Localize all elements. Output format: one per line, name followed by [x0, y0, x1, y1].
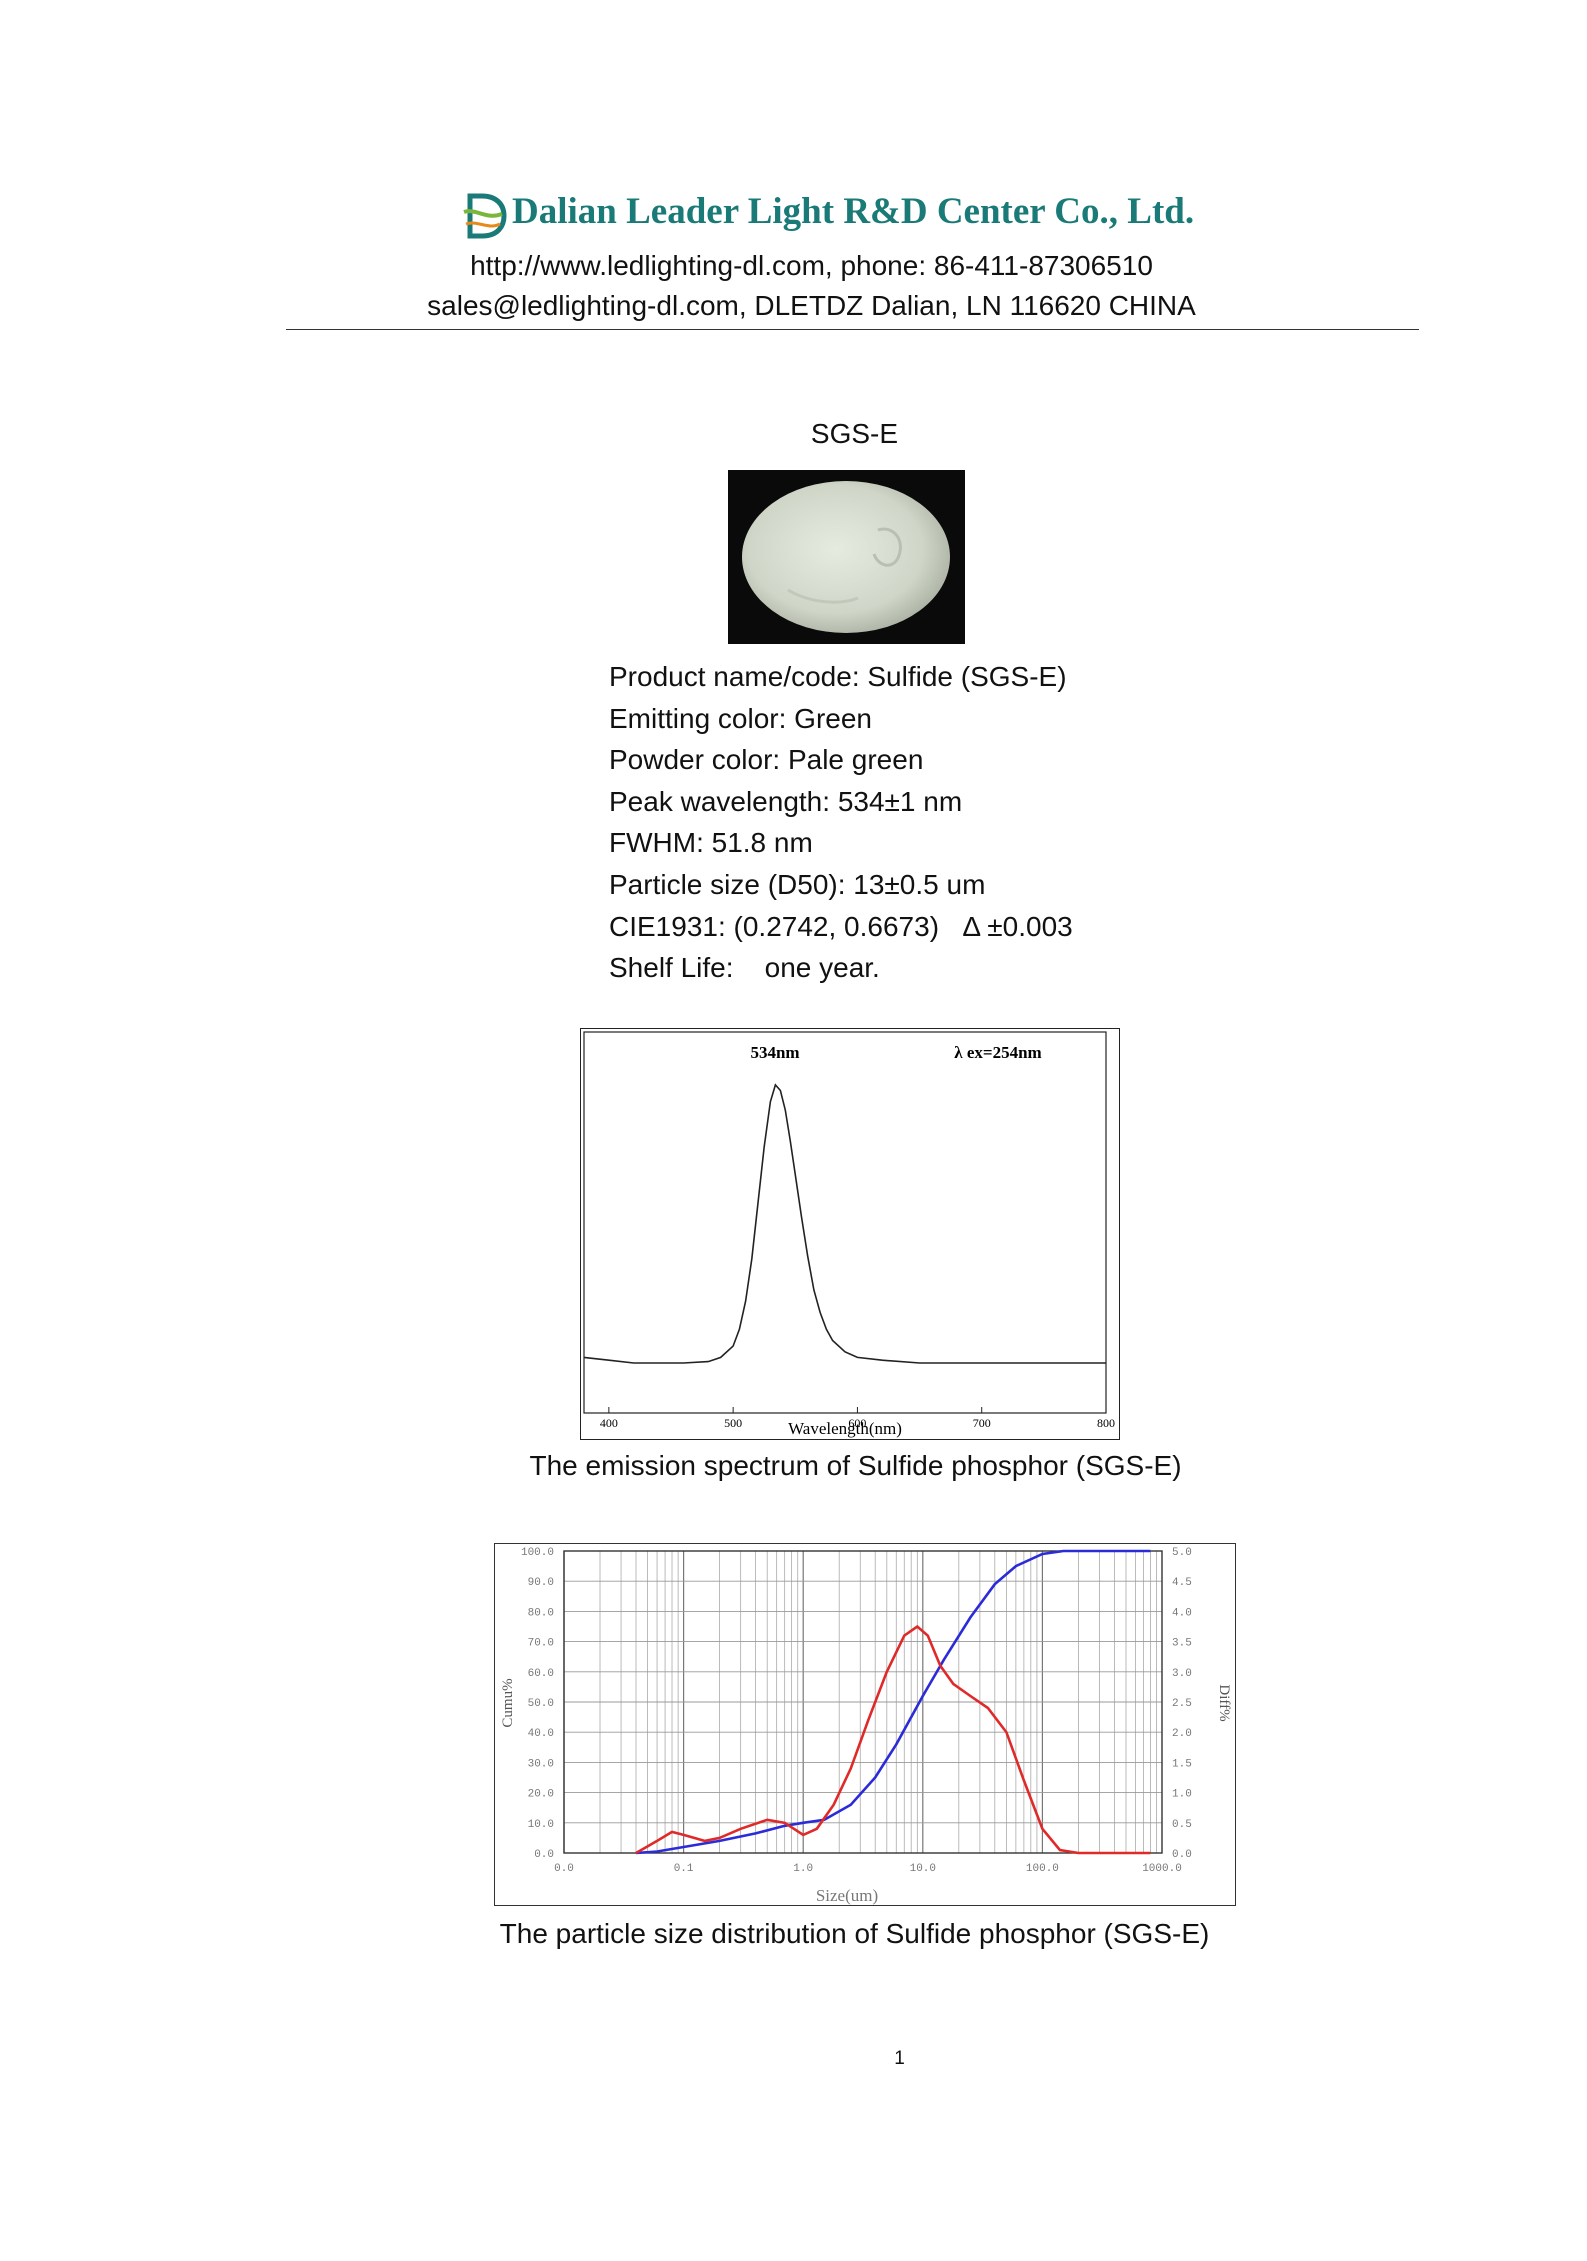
psd-y-right-tick-label: 2.5: [1172, 1698, 1192, 1710]
psd-y-right-tick-label: 0.0: [1172, 1849, 1192, 1861]
annotation-excitation: λ ex=254nm: [954, 1043, 1041, 1062]
psd-y-right-tick-label: 2.0: [1172, 1728, 1192, 1740]
psd-y-left-tick-label: 70.0: [528, 1638, 554, 1650]
psd-plot-area: [563, 1550, 1163, 1854]
spec-cie1931: CIE1931: (0.2742, 0.6673) Δ ±0.003: [609, 910, 1073, 942]
psd-frame: [494, 1543, 1236, 1906]
psd-x-tick-label: 1000.0: [1142, 1863, 1182, 1875]
spec-fwhm: FWHM: 51.8 nm: [609, 827, 813, 859]
dl-logo-icon: [463, 193, 507, 239]
psd-y-right-label: Diff%: [1216, 1684, 1232, 1721]
psd-y-left-tick-label: 80.0: [528, 1607, 554, 1619]
psd-y-right-tick-label: 0.5: [1172, 1819, 1192, 1831]
spectrum-caption: The emission spectrum of Sulfide phospho…: [529, 1450, 1182, 1481]
psd-x-axis-label: Size(um): [816, 1886, 878, 1905]
psd-y-left-tick-label: 50.0: [528, 1698, 554, 1710]
psd-cumulative-series: [635, 1549, 1151, 1855]
psd-y-left-tick-label: 100.0: [521, 1547, 554, 1559]
spectrum-x-tick-label: 800: [1097, 1416, 1115, 1430]
spectrum-x-tick-label: 700: [973, 1416, 991, 1430]
spec-shelf-life: Shelf Life: one year.: [609, 952, 880, 984]
spec-emitting-color: Emitting color: Green: [609, 702, 872, 734]
spectrum-x-tick-label: 600: [848, 1416, 866, 1430]
psd-y-left-tick-label: 30.0: [528, 1758, 554, 1770]
spectrum-series-line: [583, 1083, 1106, 1364]
spectrum-x-axis-label: Wavelength(nm): [788, 1419, 902, 1438]
page-number: 1: [894, 2048, 905, 2069]
spectrum-x-tick-label: 500: [724, 1416, 742, 1430]
psd-y-left-tick-label: 20.0: [528, 1789, 554, 1801]
product-specifications: Product name/code: Sulfide (SGS-E) Emitt…: [609, 656, 1073, 989]
product-title: SGS-E: [810, 418, 899, 449]
psd-y-right-tick-label: 5.0: [1172, 1547, 1192, 1559]
emission-spectrum-chart: 400 500 600 700 800 534nm λ ex=254nm Wavelen…: [583, 1031, 1115, 1438]
header-divider: [286, 329, 1419, 330]
psd-x-tick-label: 100.0: [1026, 1863, 1059, 1875]
spec-product-name: Product name/code: Sulfide (SGS-E): [609, 661, 1067, 692]
header-contact-email-address: sales@ledlighting-dl.com, DLETDZ Dalian,…: [427, 290, 1196, 321]
psd-x-tick-label: 10.0: [910, 1863, 936, 1875]
spec-peak-wavelength: Peak wavelength: 534±1 nm: [609, 785, 963, 817]
spectrum-x-tick-label: 400: [600, 1416, 618, 1430]
header-contact-web-phone: http://www.ledlighting-dl.com, phone: 86…: [470, 250, 1153, 281]
psd-y-right-tick-label: 3.5: [1172, 1638, 1192, 1650]
spec-powder-color: Powder color: Pale green: [609, 744, 924, 776]
psd-y-left-tick-label: 60.0: [528, 1668, 554, 1680]
psd-y-right-tick-label: 4.0: [1172, 1607, 1192, 1619]
spectrum-plot-area: [583, 1031, 1107, 1414]
psd-x-tick-label: 1.0: [793, 1863, 813, 1875]
psd-caption: The particle size distribution of Sulfid…: [499, 1918, 1210, 1949]
psd-y-right-tick-label: 4.5: [1172, 1577, 1192, 1589]
spectrum-frame: [580, 1028, 1120, 1440]
psd-y-left-tick-label: 0.0: [534, 1849, 554, 1861]
psd-y-right-tick-label: 1.0: [1172, 1789, 1192, 1801]
psd-x-tick-label: 0.0: [554, 1863, 574, 1875]
psd-differential-series: [635, 1624, 1151, 1855]
company-name: Dalian Leader Light R&D Center Co., Ltd.: [512, 191, 1195, 232]
psd-y-left-tick-label: 90.0: [528, 1577, 554, 1589]
psd-y-right-tick-label: 3.0: [1172, 1668, 1192, 1680]
psd-y-left-label: Cumu%: [500, 1678, 516, 1727]
psd-y-left-tick-label: 10.0: [528, 1819, 554, 1831]
psd-x-tick-label: 0.1: [674, 1863, 694, 1875]
particle-size-chart: 0.0 10.0 20.0 30.0 40.0 50.0 60.0 70.0 80.0 90.0 1…: [500, 1547, 1232, 1905]
powder-sample-photo: [728, 470, 965, 644]
spec-particle-size: Particle size (D50): 13±0.5 um: [609, 868, 986, 900]
annotation-peak: 534nm: [750, 1043, 799, 1062]
psd-y-right-tick-label: 1.5: [1172, 1758, 1192, 1770]
psd-y-left-tick-label: 40.0: [528, 1728, 554, 1740]
